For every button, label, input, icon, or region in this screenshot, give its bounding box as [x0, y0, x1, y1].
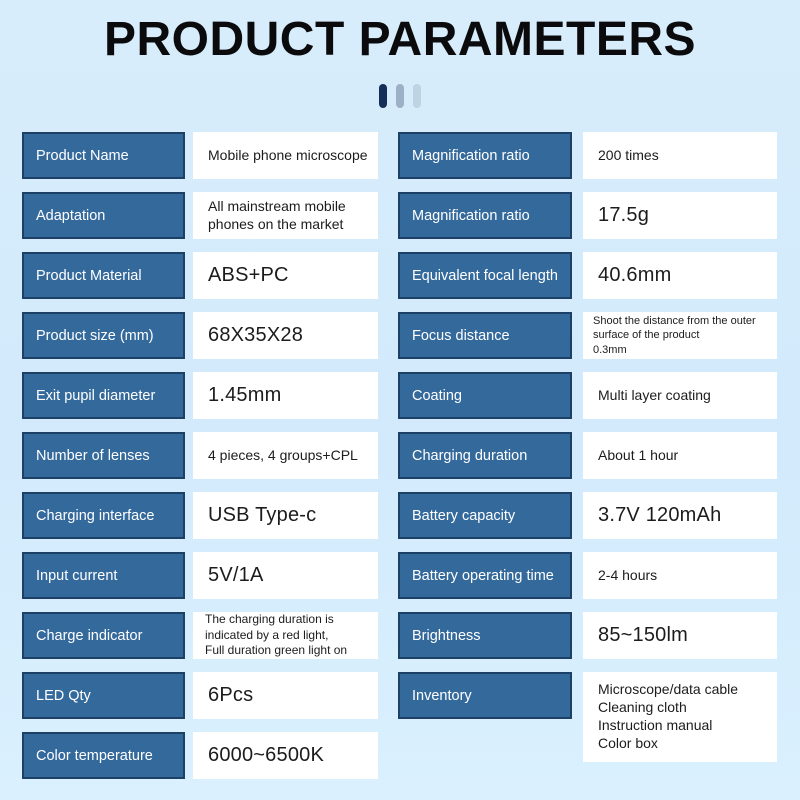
- param-value-coating: Multi layer coating: [583, 372, 777, 419]
- param-value-input-current: 5V/1A: [193, 552, 378, 599]
- param-label-number-of-lenses: Number of lenses: [22, 432, 185, 479]
- divider-bar-dark: [379, 84, 387, 108]
- table-row: Charging interface USB Type-c: [22, 492, 378, 539]
- param-label-charging-interface: Charging interface: [22, 492, 185, 539]
- parameters-column-right: Magnification ratio 200 times Magnificat…: [398, 132, 777, 762]
- table-row: Exit pupil diameter 1.45mm: [22, 372, 378, 419]
- param-label-inventory: Inventory: [398, 672, 572, 719]
- param-value-focus-distance: Shoot the distance from the outer surfac…: [583, 312, 777, 359]
- table-row: Inventory Microscope/data cable Cleaning…: [398, 672, 777, 762]
- param-label-charging-duration: Charging duration: [398, 432, 572, 479]
- param-label-battery-capacity: Battery capacity: [398, 492, 572, 539]
- table-row: Equivalent focal length 40.6mm: [398, 252, 777, 299]
- param-label-weight: Magnification ratio: [398, 192, 572, 239]
- table-row: LED Qty 6Pcs: [22, 672, 378, 719]
- param-value-adaptation: All mainstream mobile phones on the mark…: [193, 192, 378, 239]
- param-value-product-material: ABS+PC: [193, 252, 378, 299]
- table-row: Product size (mm) 68X35X28: [22, 312, 378, 359]
- table-row: Charge indicator The charging duration i…: [22, 612, 378, 659]
- param-value-charging-interface: USB Type-c: [193, 492, 378, 539]
- param-value-color-temperature: 6000~6500K: [193, 732, 378, 779]
- table-row: Product Material ABS+PC: [22, 252, 378, 299]
- page-title: PRODUCT PARAMETERS: [103, 13, 697, 66]
- param-value-charging-duration: About 1 hour: [583, 432, 777, 479]
- param-label-brightness: Brightness: [398, 612, 572, 659]
- table-row: Adaptation All mainstream mobile phones …: [22, 192, 378, 239]
- param-label-battery-operating-time: Battery operating time: [398, 552, 572, 599]
- param-value-exit-pupil-diameter: 1.45mm: [193, 372, 378, 419]
- param-value-led-qty: 6Pcs: [193, 672, 378, 719]
- param-label-equivalent-focal-length: Equivalent focal length: [398, 252, 572, 299]
- table-row: Magnification ratio 200 times: [398, 132, 777, 179]
- param-value-magnification-ratio: 200 times: [583, 132, 777, 179]
- table-row: Charging duration About 1 hour: [398, 432, 777, 479]
- param-label-adaptation: Adaptation: [22, 192, 185, 239]
- table-row: Number of lenses 4 pieces, 4 groups+CPL: [22, 432, 378, 479]
- param-label-color-temperature: Color temperature: [22, 732, 185, 779]
- param-value-weight: 17.5g: [583, 192, 777, 239]
- param-label-magnification-ratio: Magnification ratio: [398, 132, 572, 179]
- param-value-charge-indicator: The charging duration is indicated by a …: [193, 612, 378, 659]
- param-label-led-qty: LED Qty: [22, 672, 185, 719]
- param-value-inventory: Microscope/data cable Cleaning cloth Ins…: [583, 672, 777, 762]
- param-value-product-name: Mobile phone microscope: [193, 132, 378, 179]
- param-value-brightness: 85~150lm: [583, 612, 777, 659]
- table-row: Color temperature 6000~6500K: [22, 732, 378, 779]
- table-row: Magnification ratio 17.5g: [398, 192, 777, 239]
- param-label-product-name: Product Name: [22, 132, 185, 179]
- table-row: Focus distance Shoot the distance from t…: [398, 312, 777, 359]
- table-row: Coating Multi layer coating: [398, 372, 777, 419]
- param-value-battery-capacity: 3.7V 120mAh: [583, 492, 777, 539]
- param-value-number-of-lenses: 4 pieces, 4 groups+CPL: [193, 432, 378, 479]
- param-value-equivalent-focal-length: 40.6mm: [583, 252, 777, 299]
- table-row: Brightness 85~150lm: [398, 612, 777, 659]
- param-value-product-size: 68X35X28: [193, 312, 378, 359]
- param-label-product-size: Product size (mm): [22, 312, 185, 359]
- table-row: Battery operating time 2-4 hours: [398, 552, 777, 599]
- param-label-coating: Coating: [398, 372, 572, 419]
- param-label-charge-indicator: Charge indicator: [22, 612, 185, 659]
- param-label-focus-distance: Focus distance: [398, 312, 572, 359]
- divider-bar-light: [413, 84, 421, 108]
- param-label-product-material: Product Material: [22, 252, 185, 299]
- title-divider: [0, 84, 800, 108]
- table-row: Product Name Mobile phone microscope: [22, 132, 378, 179]
- parameters-column-left: Product Name Mobile phone microscope Ada…: [22, 132, 378, 779]
- param-value-battery-operating-time: 2-4 hours: [583, 552, 777, 599]
- divider-bar-medium: [396, 84, 404, 108]
- param-label-exit-pupil-diameter: Exit pupil diameter: [22, 372, 185, 419]
- table-row: Input current 5V/1A: [22, 552, 378, 599]
- table-row: Battery capacity 3.7V 120mAh: [398, 492, 777, 539]
- param-label-input-current: Input current: [22, 552, 185, 599]
